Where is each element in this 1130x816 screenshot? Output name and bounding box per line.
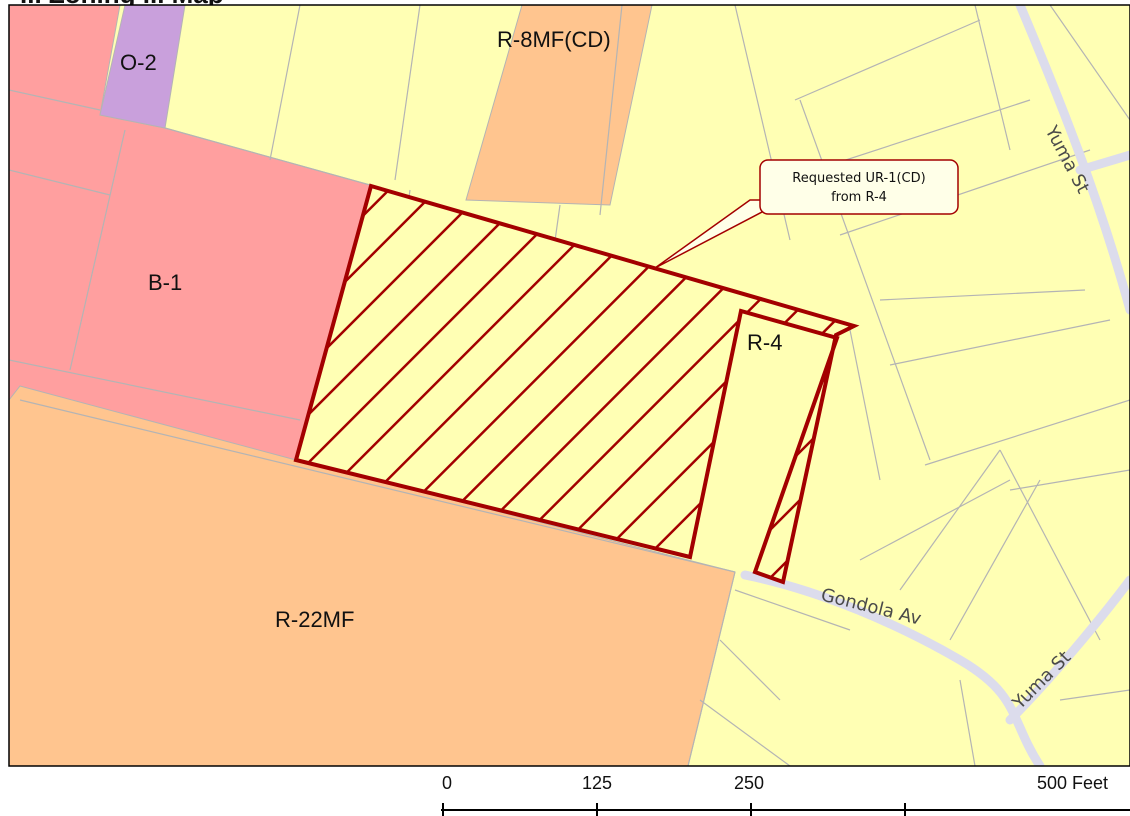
petition-main-parcel [293,183,860,585]
zone-label-b1: B-1 [148,270,182,295]
callout-line1: Requested UR-1(CD) [792,171,925,186]
gondola-av-street [740,570,1045,766]
zone-label-r4: R-4 [747,330,782,355]
rezoning-petition-area [293,183,860,585]
scale-bar: 0 125 250 500 Feet [441,773,1130,816]
side-street [1075,150,1130,175]
zone-r8mf-area [465,5,653,206]
yuma-st-north-street [1015,5,1130,315]
zone-label-r22mf: R-22MF [275,607,354,632]
zone-label-r8mf: R-8MF(CD) [497,27,611,52]
map-frame [8,4,1130,767]
scale-tick-label-500: 500 Feet [1037,773,1108,793]
streets [740,5,1130,766]
rezoning-callout: Requested UR-1(CD) from R-4 [654,159,959,269]
scale-tick-label-250: 250 [734,773,764,793]
callout-line2: from R-4 [831,190,887,205]
scale-tick-label-0: 0 [442,773,452,793]
zone-label-o2: O-2 [120,50,157,75]
scale-tick-label-125: 125 [582,773,612,793]
yuma-st-south-street [1005,575,1130,725]
